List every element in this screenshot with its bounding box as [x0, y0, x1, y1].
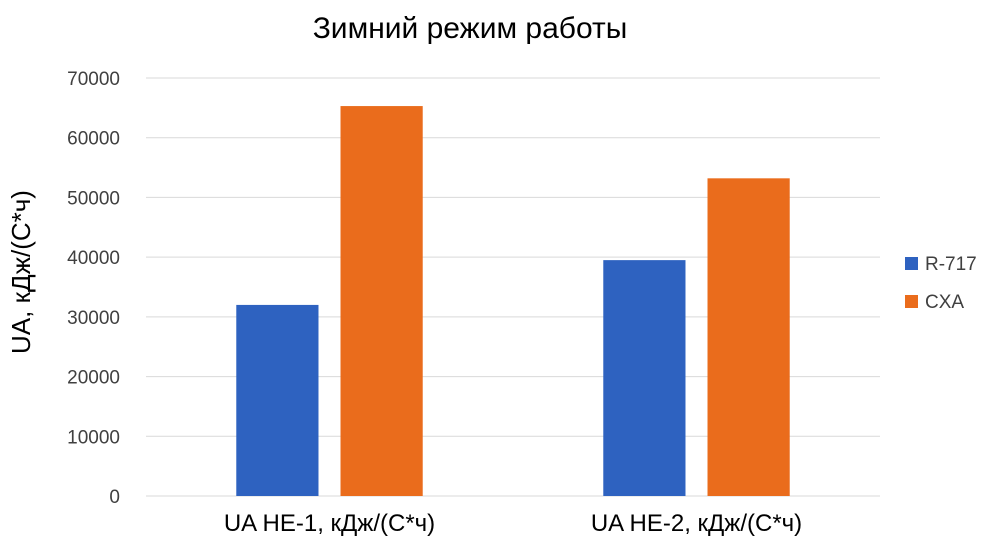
y-tick-label: 10000: [67, 427, 120, 448]
y-tick-label: 40000: [67, 248, 120, 269]
legend: R-717 CXA: [905, 254, 977, 313]
y-axis-label: UA, кДж/(С*ч): [6, 190, 36, 354]
y-tick-label: 30000: [67, 308, 120, 329]
y-tick-label: 20000: [67, 368, 120, 389]
bar-r-717-2: [603, 260, 686, 496]
legend-label: R-717: [925, 254, 977, 275]
y-axis-ticks: 0 10000 20000 30000 40000 50000 60000 70000: [67, 69, 120, 508]
x-axis-ticks: UA HE-1, кДж/(С*ч) UA HE-2, кДж/(С*ч): [224, 510, 802, 537]
bars: [236, 106, 790, 497]
bar-cxa-1: [340, 106, 423, 497]
legend-swatch: [905, 295, 918, 308]
x-tick-label: UA HE-2, кДж/(С*ч): [591, 510, 802, 537]
y-tick-label: 0: [109, 487, 120, 508]
legend-swatch: [905, 257, 918, 270]
y-tick-label: 50000: [67, 188, 120, 209]
legend-label: CXA: [925, 292, 964, 313]
chart-title: Зимний режим работы: [313, 12, 628, 45]
bar-cxa-2: [707, 178, 790, 496]
y-tick-label: 60000: [67, 129, 120, 150]
bar-r-717-1: [236, 304, 319, 496]
x-tick-label: UA HE-1, кДж/(С*ч): [224, 510, 435, 537]
y-tick-label: 70000: [67, 69, 120, 90]
